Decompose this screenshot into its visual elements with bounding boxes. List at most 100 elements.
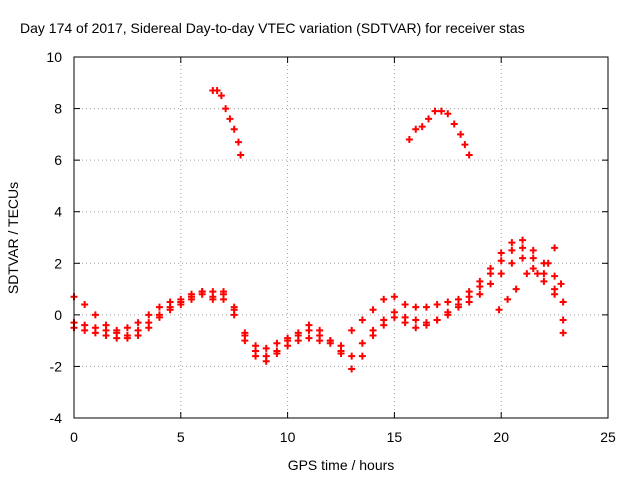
data-point	[369, 306, 377, 314]
data-point	[348, 326, 356, 334]
y-axis-title: SDTVAR / TECUs	[5, 182, 21, 294]
data-point	[209, 288, 217, 296]
y-tick-label: 10	[46, 49, 62, 65]
data-point	[487, 280, 495, 288]
data-point	[134, 331, 142, 339]
data-point	[523, 270, 531, 278]
data-point	[326, 339, 334, 347]
x-axis-title: GPS time / hours	[288, 457, 395, 473]
x-tick-label: 15	[387, 429, 403, 445]
data-point	[230, 311, 238, 319]
data-point	[123, 334, 131, 342]
data-point	[422, 321, 430, 329]
data-point	[273, 339, 281, 347]
data-point	[81, 321, 89, 329]
data-point	[155, 313, 163, 321]
data-point	[348, 365, 356, 373]
x-tick-label: 5	[177, 429, 185, 445]
data-point	[519, 236, 527, 244]
data-point	[540, 270, 548, 278]
data-point	[497, 257, 505, 265]
y-tick-label: 4	[54, 204, 62, 220]
data-point	[91, 324, 99, 332]
data-point	[508, 246, 516, 254]
data-point	[198, 290, 206, 298]
data-point	[476, 290, 484, 298]
data-point	[457, 130, 465, 138]
data-point	[437, 107, 445, 115]
data-point	[497, 270, 505, 278]
data-point	[305, 321, 313, 329]
data-point	[358, 352, 366, 360]
data-point	[540, 277, 548, 285]
data-point	[316, 337, 324, 345]
data-point	[454, 301, 462, 309]
data-point	[81, 301, 89, 309]
data-point	[444, 308, 452, 316]
data-point	[358, 316, 366, 324]
data-point	[337, 350, 345, 358]
data-point	[431, 107, 439, 115]
data-point	[418, 123, 426, 131]
data-point	[284, 342, 292, 350]
data-point	[544, 259, 552, 267]
y-tick-label: -4	[50, 410, 63, 426]
data-point	[134, 319, 142, 327]
data-point	[465, 151, 473, 159]
data-point	[412, 324, 420, 332]
data-point	[222, 105, 230, 113]
y-tick-label: 8	[54, 101, 62, 117]
data-point	[433, 301, 441, 309]
data-point	[294, 337, 302, 345]
data-point	[534, 270, 542, 278]
data-marks	[70, 87, 567, 373]
data-point	[551, 285, 559, 293]
y-tick-label: 6	[54, 152, 62, 168]
data-point	[241, 329, 249, 337]
data-point	[551, 272, 559, 280]
data-point	[380, 321, 388, 329]
data-point	[380, 295, 388, 303]
data-point	[551, 244, 559, 252]
data-point	[241, 337, 249, 345]
data-point	[529, 264, 537, 272]
data-point	[177, 301, 185, 309]
data-point	[401, 301, 409, 309]
data-point	[512, 285, 520, 293]
data-point	[559, 298, 567, 306]
data-point	[444, 298, 452, 306]
data-point	[519, 254, 527, 262]
data-point	[433, 316, 441, 324]
y-tick-label: 2	[54, 255, 62, 271]
data-point	[557, 280, 565, 288]
data-point	[102, 326, 110, 334]
data-point	[369, 331, 377, 339]
data-point	[450, 120, 458, 128]
data-point	[405, 136, 413, 144]
x-tick-label: 20	[493, 429, 509, 445]
data-point	[519, 244, 527, 252]
data-point	[412, 303, 420, 311]
data-point	[220, 295, 228, 303]
x-tick-label: 10	[280, 429, 296, 445]
data-point	[559, 316, 567, 324]
data-point	[508, 259, 516, 267]
data-point	[226, 115, 234, 123]
data-point	[412, 125, 420, 133]
series-arc-b	[405, 107, 473, 159]
data-point	[425, 115, 433, 123]
x-tick-label: 25	[600, 429, 616, 445]
data-point	[123, 324, 131, 332]
data-point	[529, 254, 537, 262]
data-point	[444, 110, 452, 118]
data-point	[145, 324, 153, 332]
data-point	[412, 316, 420, 324]
data-point	[495, 306, 503, 314]
data-point	[166, 306, 174, 314]
data-point	[390, 293, 398, 301]
data-point	[529, 246, 537, 254]
data-point	[145, 311, 153, 319]
axis-ticks: 0 5 10 15 20 25 -4 -2 0 2 4 6 8 10	[46, 49, 616, 445]
